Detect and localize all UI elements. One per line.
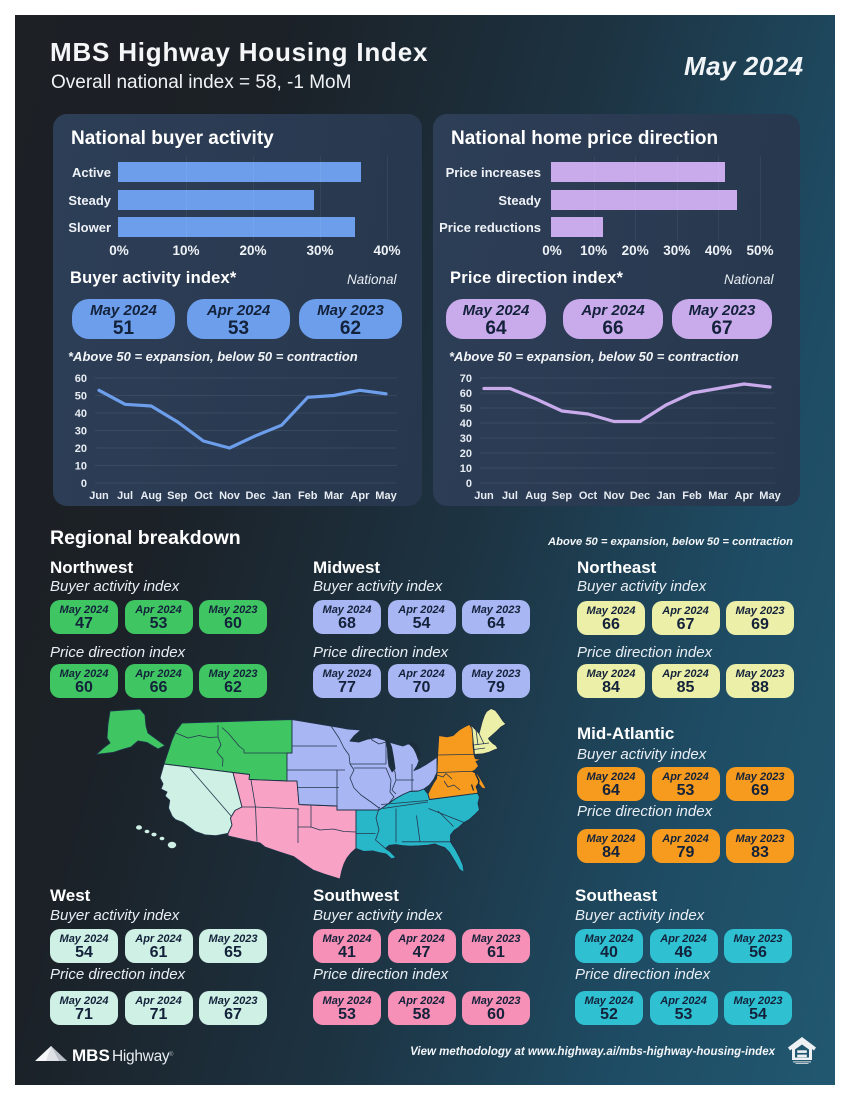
svg-text:Feb: Feb — [298, 490, 318, 502]
svg-text:Dec: Dec — [630, 490, 650, 502]
svg-text:May: May — [375, 490, 397, 502]
svg-text:Highway: Highway — [112, 1048, 170, 1065]
svg-text:Aug: Aug — [525, 490, 546, 502]
svg-text:20: 20 — [460, 448, 472, 460]
svg-text:Feb: Feb — [682, 490, 702, 502]
svg-text:Jan: Jan — [272, 490, 291, 502]
svg-text:50: 50 — [460, 403, 472, 415]
svg-text:Mar: Mar — [324, 490, 344, 502]
svg-text:50: 50 — [75, 391, 87, 403]
svg-text:Sep: Sep — [167, 490, 187, 502]
svg-text:40: 40 — [75, 408, 87, 420]
svg-text:Jul: Jul — [117, 490, 133, 502]
svg-text:Mar: Mar — [708, 490, 728, 502]
svg-text:Sep: Sep — [552, 490, 572, 502]
svg-text:60: 60 — [460, 388, 472, 400]
svg-text:Nov: Nov — [604, 490, 626, 502]
svg-text:40: 40 — [460, 418, 472, 430]
svg-text:®: ® — [169, 1051, 174, 1058]
svg-text:Nov: Nov — [219, 490, 241, 502]
svg-text:Jan: Jan — [657, 490, 676, 502]
svg-text:Jul: Jul — [502, 490, 518, 502]
svg-text:60: 60 — [75, 373, 87, 385]
svg-text:20: 20 — [75, 443, 87, 455]
svg-text:Jun: Jun — [89, 490, 109, 502]
svg-text:Aug: Aug — [140, 490, 161, 502]
svg-text:Apr: Apr — [735, 490, 755, 502]
svg-text:0: 0 — [81, 478, 87, 490]
svg-text:30: 30 — [460, 433, 472, 445]
svg-text:May: May — [759, 490, 781, 502]
svg-text:Jun: Jun — [474, 490, 494, 502]
svg-text:Dec: Dec — [245, 490, 265, 502]
svg-text:Oct: Oct — [579, 490, 598, 502]
svg-text:Apr: Apr — [350, 490, 370, 502]
svg-text:70: 70 — [460, 373, 472, 385]
svg-text:0: 0 — [466, 478, 472, 490]
svg-text:10: 10 — [460, 463, 472, 475]
svg-text:30: 30 — [75, 426, 87, 438]
svg-text:10: 10 — [75, 461, 87, 473]
svg-text:MBS: MBS — [72, 1046, 110, 1065]
svg-text:Oct: Oct — [194, 490, 213, 502]
